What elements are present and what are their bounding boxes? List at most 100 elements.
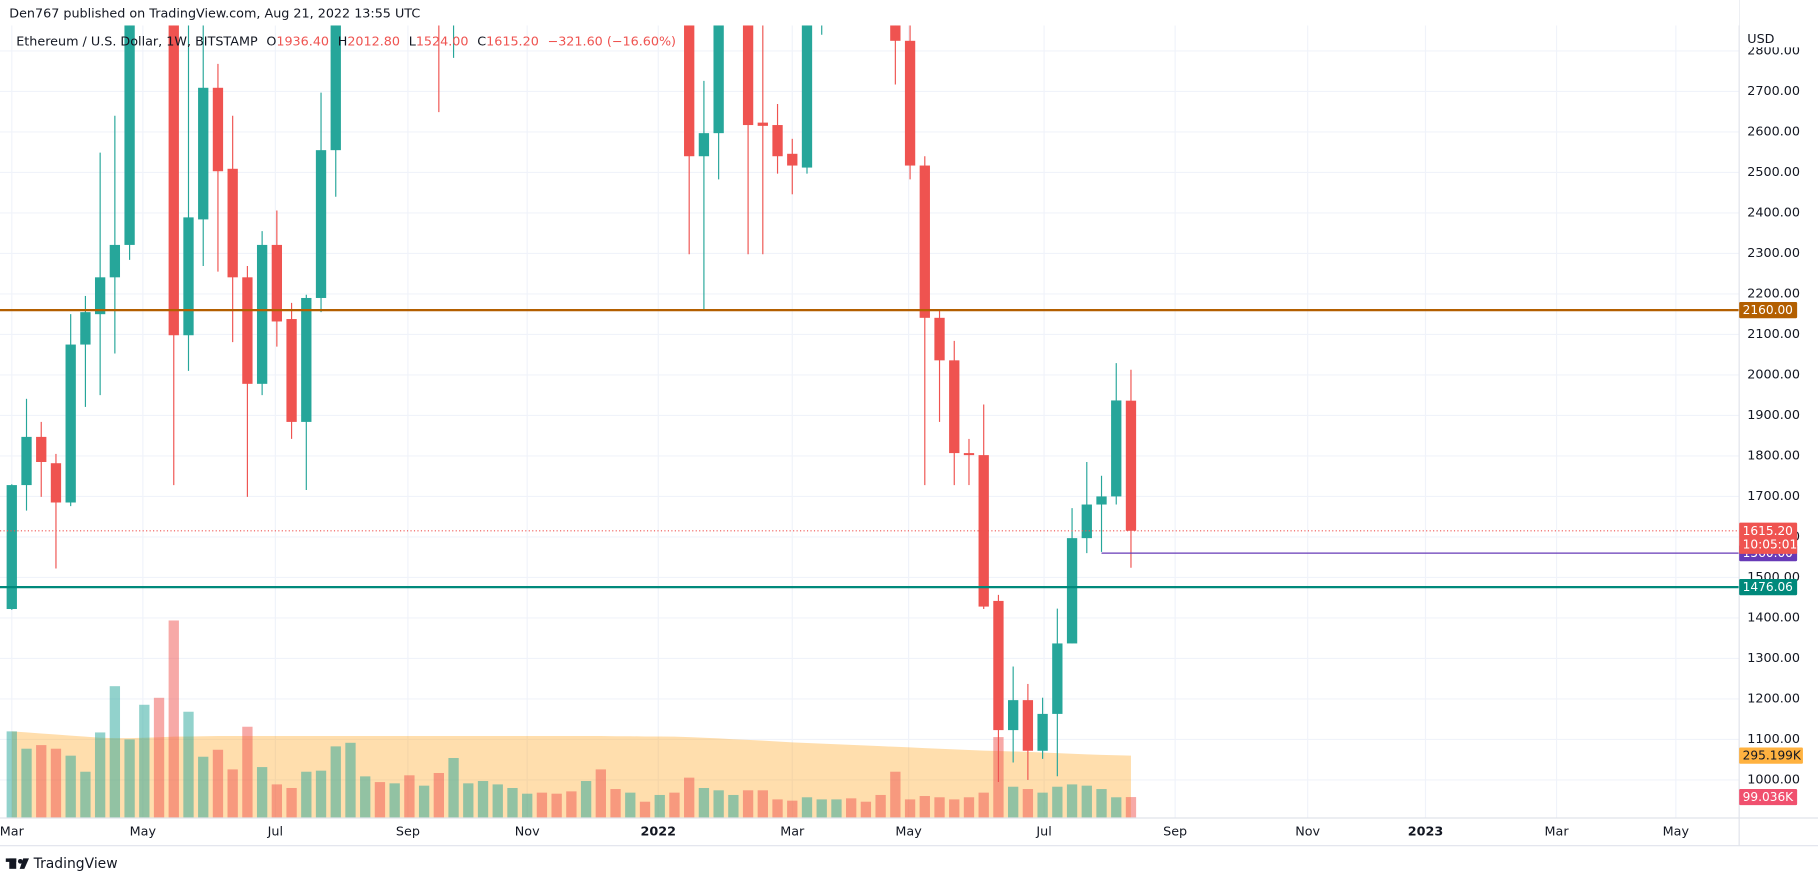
price-line-label-bg — [1739, 302, 1798, 319]
x-tick-label: Nov — [515, 824, 540, 839]
candle-body — [757, 122, 768, 126]
x-tick-label: May — [895, 824, 922, 839]
volume-bar — [315, 770, 327, 818]
volume-bar — [904, 799, 916, 818]
legend-key: C — [477, 34, 486, 49]
volume-bar — [919, 796, 930, 818]
volume-bar — [507, 787, 518, 818]
candle-body — [256, 244, 268, 384]
y-tick-label: 2700.00 — [1747, 84, 1800, 99]
candle-body — [65, 344, 76, 503]
volume-bar — [595, 769, 606, 818]
candle-body — [787, 153, 798, 166]
candle-body — [801, 25, 813, 168]
axis-labels: 2160.001476.061560.001615.2010:05:01295.… — [1739, 302, 1803, 806]
countdown-label: 10:05:01 — [1743, 538, 1798, 552]
x-tick-label: Nov — [1295, 824, 1320, 839]
volume-bar — [698, 787, 710, 818]
legend-change: −321.60 (−16.60%) — [548, 34, 677, 49]
volume-bar — [860, 801, 872, 818]
candle-body — [698, 133, 710, 157]
volume-bar — [345, 742, 356, 818]
volume-bar — [580, 781, 592, 818]
volume-bar — [801, 797, 813, 818]
candle-body — [1022, 700, 1034, 751]
volume-bar — [787, 800, 798, 818]
candle-body — [109, 244, 121, 278]
volume-bar — [153, 697, 165, 818]
volume-bar — [463, 783, 474, 818]
x-tick-label: May — [1663, 824, 1690, 839]
volume-bar — [448, 757, 459, 818]
legend-value: 1524.00 — [416, 34, 469, 49]
x-tick-label: Mar — [0, 824, 25, 839]
symbol: Ethereum / U.S. Dollar, 1W, BITSTAMP — [16, 34, 258, 49]
volume-bar — [728, 794, 739, 818]
candle-body — [949, 360, 960, 454]
volume-bar — [1037, 792, 1048, 818]
candle-body — [904, 40, 916, 166]
x-tick-label: Mar — [780, 824, 805, 839]
candle-body — [80, 312, 91, 345]
volume-bar — [65, 755, 76, 818]
volume-bar — [330, 746, 341, 818]
candle-body — [1037, 713, 1048, 751]
y-tick-label: 2100.00 — [1747, 327, 1800, 342]
volume-bar — [1022, 789, 1034, 818]
header-strip — [0, 0, 1740, 26]
volume-bar — [80, 771, 91, 818]
price-line-label-bg — [1739, 579, 1798, 596]
volume-bar — [566, 791, 577, 818]
volume-bar — [227, 769, 238, 818]
legend: Ethereum / U.S. Dollar, 1W, BITSTAMP O19… — [16, 34, 676, 49]
volume-bar — [1096, 789, 1107, 818]
axis-unit-bg — [1740, 31, 1810, 48]
volume-bar — [934, 797, 945, 818]
candle-body — [684, 25, 695, 157]
candle-body — [919, 165, 930, 318]
candle-body — [1052, 643, 1063, 714]
candle-body — [890, 25, 901, 41]
y-tick-label: 1300.00 — [1747, 651, 1800, 666]
volume-bar — [831, 799, 842, 818]
volume-bar — [50, 748, 62, 818]
volume-bar — [477, 781, 489, 818]
volume-bar — [1052, 786, 1063, 818]
y-tick-label: 1000.00 — [1747, 772, 1800, 787]
volume-bar — [1008, 786, 1019, 818]
volume-bar — [757, 790, 768, 818]
footer-logo — [5, 858, 29, 869]
logo-part — [9, 858, 17, 869]
volume-bar — [772, 799, 783, 818]
volume-bar — [522, 793, 533, 818]
volume-ma-label-bg — [1739, 747, 1803, 764]
x-tick-label: 2023 — [1408, 824, 1443, 839]
legend-value: 1615.20 — [486, 34, 539, 49]
volume-bar — [875, 794, 886, 818]
candles — [6, 25, 1137, 782]
published-note: Den767 published on TradingView.com, Aug… — [9, 6, 420, 21]
y-tick-label: 1200.00 — [1747, 691, 1800, 706]
y-tick-label: 2400.00 — [1747, 205, 1800, 220]
price-lines — [0, 308, 1740, 589]
x-tick-label: Mar — [1545, 824, 1570, 839]
volume-bar — [360, 776, 371, 818]
x-tick-label: 2022 — [641, 824, 676, 839]
volume-bar — [21, 748, 32, 818]
logo-part — [5, 858, 17, 862]
x-tick-label: Sep — [1163, 824, 1187, 839]
candle-body — [934, 317, 945, 361]
y-tick-label: 1800.00 — [1747, 448, 1800, 463]
volume-bar — [846, 798, 857, 818]
volume-bar — [551, 793, 562, 818]
volume-ma-label: 295.199K — [1743, 749, 1802, 763]
volume-bar — [949, 799, 960, 818]
x-tick-label: May — [130, 824, 157, 839]
volume-bar — [109, 686, 121, 818]
x-tick-label: Jul — [1035, 824, 1051, 839]
volume-bar — [963, 797, 975, 818]
candle-body — [742, 25, 754, 126]
legend-value: 2012.80 — [347, 34, 400, 49]
y-tick-label: 1400.00 — [1747, 610, 1800, 625]
